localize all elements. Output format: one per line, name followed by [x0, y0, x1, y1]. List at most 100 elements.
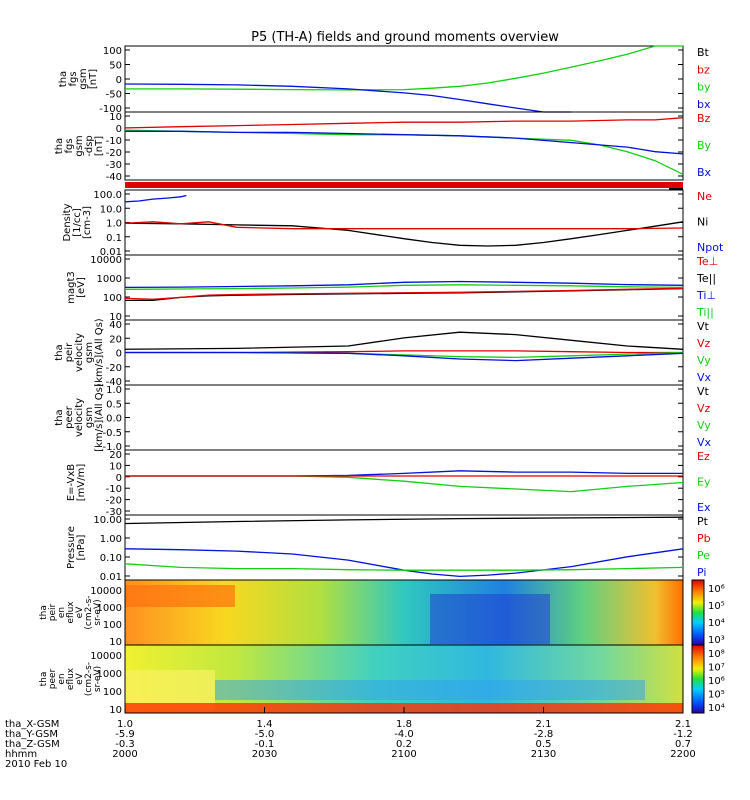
legend-entry: Vx — [697, 436, 712, 449]
y-tick-label: 0.5 — [106, 399, 122, 410]
footer-value: 2030 — [252, 749, 277, 760]
colorbar-tick-label: 10⁶ — [708, 584, 725, 595]
y-axis-label: [nT] — [88, 69, 99, 89]
y-tick-label: 10.00 — [93, 515, 122, 526]
y-axis-label: gsm — [84, 407, 95, 428]
y-axis-label: sr-eV) — [93, 666, 103, 692]
colorbar-tick-label: 10⁵ — [708, 601, 725, 612]
y-tick-label: 10 — [109, 112, 122, 123]
spectrogram-band — [215, 680, 645, 700]
footer-date: 2010 Feb 10 — [5, 759, 67, 770]
y-axis-label: magt3 — [66, 271, 77, 304]
legend-entry: Npot — [697, 241, 724, 254]
y-tick-label: 1.00 — [100, 534, 122, 545]
y-tick-label: 10000 — [90, 255, 122, 266]
legend-entry: Ez — [697, 450, 710, 463]
legend-entry: Ni — [697, 216, 708, 229]
legend-entry: Te⊥ — [696, 255, 718, 268]
y-tick-label: -20 — [106, 148, 122, 159]
colorbar-tick-label: 10³ — [708, 635, 725, 646]
y-tick-label: -50 — [106, 90, 122, 101]
y-tick-label: 0.01 — [100, 572, 122, 583]
series-line-Pt — [124, 516, 684, 525]
legend-entry: Vz — [697, 337, 711, 350]
y-axis-label: sr-eV) — [93, 599, 103, 625]
y-tick-label: -100 — [99, 104, 122, 115]
y-tick-label: 10000 — [90, 586, 122, 597]
panel-peir-velocity: 40 20 0 -20 -40 tha peir velocity gsm [km/s](All … — [54, 318, 712, 388]
y-axis-label: (cm2-s- — [84, 595, 94, 629]
y-tick-label: 40 — [109, 320, 122, 331]
legend-entry: Vy — [697, 354, 711, 367]
y-axis-label: [1/cc] — [72, 208, 83, 237]
y-axis-label: peer — [64, 405, 75, 429]
y-axis-label: velocity — [74, 398, 85, 437]
y-tick-label: 1000 — [97, 669, 122, 680]
y-tick-label: 10 — [109, 637, 122, 648]
panel-fgs-gsm: 100-10-20-30-40 tha fgs gsm -dsp [nT] Bz By Bx — [54, 111, 712, 183]
y-tick-label: 10 — [109, 705, 122, 716]
y-tick-label: -0.5 — [102, 428, 122, 439]
series-line-Ex — [125, 470, 683, 477]
y-tick-label: 10.0 — [100, 204, 122, 215]
footer-value: 0.5 — [536, 739, 552, 750]
legend-entry: Vx — [697, 371, 712, 384]
series-line-Ey — [125, 475, 684, 493]
footer-row-label: hhmm — [5, 749, 37, 760]
legend-entry: Te|| — [696, 272, 716, 285]
footer-value: 2100 — [391, 749, 416, 760]
y-axis-label: peir — [48, 603, 58, 621]
y-axis-label: en — [57, 607, 67, 618]
footer-value: 1.0 — [117, 719, 133, 730]
legend-entry: Vt — [697, 385, 710, 398]
status-bar-end — [669, 188, 683, 190]
y-axis-label: gsm — [78, 68, 89, 89]
y-axis-label: tha — [54, 344, 65, 360]
y-axis-label: peir — [64, 342, 75, 362]
series-line-Ne — [124, 221, 684, 230]
y-axis-label: tha — [39, 672, 49, 687]
legend-entry: Ey — [697, 476, 711, 489]
colorbar-tick-label: 10⁷ — [708, 663, 725, 674]
y-tick-label: 0 — [116, 349, 122, 360]
footer-value: -0.3 — [115, 739, 135, 750]
y-axis-label: gsm — [84, 342, 95, 363]
peer-spectrogram: 10000 1000 100 10 tha peer en eflux eV (cm2-s-sr-… — [39, 644, 725, 716]
y-tick-label: 10 — [109, 312, 122, 323]
footer-value: 2200 — [670, 749, 695, 760]
y-axis-label: eV — [75, 672, 85, 685]
series-line-Pe — [124, 563, 684, 571]
spectrogram-dip — [430, 594, 550, 644]
series-line-Ti|| — [124, 284, 684, 290]
legend-entry: Vy — [697, 419, 711, 432]
spectrogram-image — [125, 645, 683, 713]
y-tick-label: -40 — [106, 377, 122, 388]
colorbar-tick-label: 10⁵ — [708, 690, 725, 701]
panel-frame — [124, 384, 684, 451]
y-axis-label: eV — [75, 606, 85, 619]
panel-frame — [124, 45, 684, 113]
legend-entry: Bx — [697, 166, 712, 179]
y-axis-label: [cm-3] — [82, 206, 93, 239]
panel-frame — [124, 449, 684, 516]
y-tick-label: 0.0 — [106, 414, 122, 425]
footer-value: 2000 — [112, 749, 137, 760]
footer-value: -2.8 — [534, 729, 554, 740]
legend-entry: Bz — [697, 112, 711, 125]
y-axis-label: en — [57, 673, 67, 684]
y-tick-label: 20 — [109, 450, 122, 461]
y-axis-label: fgs — [64, 138, 75, 153]
y-axis-label: [nT] — [94, 136, 105, 156]
legend-entry: by — [697, 81, 711, 94]
y-axis-label: [mV/m] — [76, 464, 87, 502]
legend-entry: Pb — [697, 532, 711, 545]
chart-title: P5 (TH-A) fields and ground moments over… — [251, 30, 559, 45]
y-axis-label: velocity — [74, 333, 85, 372]
legend-entry: By — [697, 139, 712, 152]
panel-temperature: 10000 1000 100 10 magt3 [eV] Te⊥ Te|| Ti⊥ Ti|| — [66, 254, 718, 323]
y-tick-label: 1000 — [97, 274, 122, 285]
series-line-by — [125, 45, 683, 91]
panel-frame — [124, 254, 684, 321]
legend-entry: Ti⊥ — [696, 289, 716, 302]
